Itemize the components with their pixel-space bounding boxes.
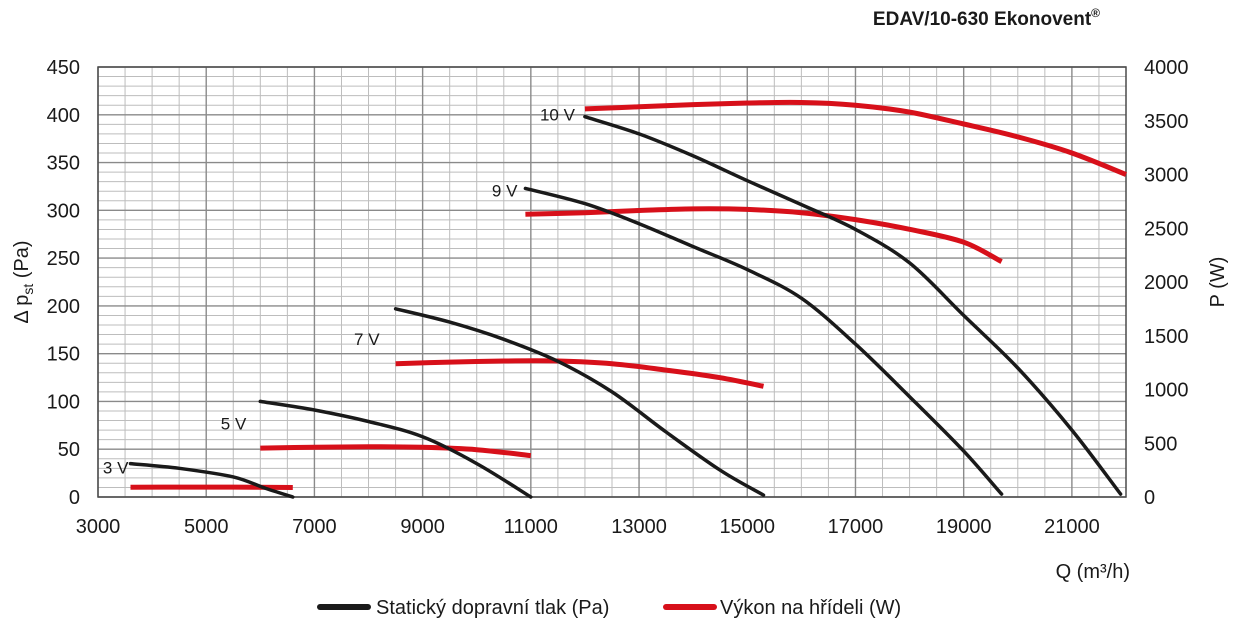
left-axis-label: Δ pst (Pa) — [11, 240, 36, 323]
right-tick-label: 0 — [1144, 487, 1155, 509]
x-tick-label: 9000 — [400, 516, 445, 538]
left-tick-label: 0 — [69, 487, 80, 509]
left-tick-label: 50 — [58, 439, 80, 461]
right-tick-label: 2500 — [1144, 218, 1189, 240]
left-tick-label: 100 — [47, 391, 80, 413]
power-curve-5v — [260, 444, 532, 459]
left-tick-label: 250 — [47, 248, 80, 270]
left-tick-label: 150 — [47, 344, 80, 366]
left-tick-label: 450 — [47, 57, 80, 79]
speed-label-7v: 7 V — [354, 330, 380, 349]
left-tick-label: 400 — [47, 105, 80, 127]
chart-title-text: EDAV/10-630 Ekonovent — [873, 9, 1092, 30]
x-axis-ticks: 3000 5000 7000 9000 11000 13000 15000 17000 1900… — [76, 516, 1100, 538]
x-tick-label: 13000 — [611, 516, 667, 538]
x-tick-label: 15000 — [719, 516, 775, 538]
chart-title-mark: ® — [1091, 6, 1100, 20]
x-axis-label: Q (m³/h) — [1056, 561, 1130, 583]
right-tick-label: 500 — [1144, 433, 1177, 455]
left-tick-label: 300 — [47, 200, 80, 222]
pressure-curve-10v — [583, 114, 1123, 496]
speed-label-9v: 9 V — [492, 181, 518, 200]
left-axis-ticks: 0 50 100 150 200 250 300 350 400 450 — [47, 57, 80, 509]
legend: Statický dopravní tlak (Pa) Výkon na hří… — [317, 597, 901, 619]
plot-border — [97, 66, 1127, 498]
left-axis-label-suffix: (Pa) — [11, 240, 33, 283]
x-tick-label: 3000 — [76, 516, 121, 538]
right-tick-label: 1500 — [1144, 326, 1189, 348]
right-tick-label: 2000 — [1144, 272, 1189, 294]
plot-frame — [97, 66, 1127, 498]
left-tick-label: 200 — [47, 296, 80, 318]
right-tick-label: 3500 — [1144, 111, 1189, 133]
legend-label-pressure: Statický dopravní tlak (Pa) — [376, 597, 609, 619]
x-tick-label: 11000 — [504, 516, 558, 538]
power-curves — [130, 99, 1127, 490]
speed-label-5v: 5 V — [221, 414, 247, 433]
pressure-curves — [128, 114, 1123, 499]
pressure-curve-7v — [393, 307, 766, 497]
left-axis-label-sub: st — [20, 284, 36, 295]
right-tick-label: 1000 — [1144, 380, 1189, 402]
x-tick-label: 17000 — [828, 516, 884, 538]
chart-title: EDAV/10-630 Ekonovent® — [873, 6, 1100, 30]
legend-label-power: Výkon na hřídeli (W) — [720, 597, 901, 619]
pressure-curve-9v — [523, 186, 1004, 496]
power-curve-9v — [525, 206, 1003, 264]
right-tick-label: 3000 — [1144, 165, 1189, 187]
speed-label-3v: 3 V — [103, 459, 129, 478]
left-tick-label: 350 — [47, 153, 80, 175]
power-curve-7v — [395, 358, 765, 389]
left-axis-label-prefix: Δ p — [11, 295, 33, 324]
power-curve-10v — [584, 99, 1127, 177]
x-tick-label: 19000 — [936, 516, 992, 538]
grid-minor — [98, 67, 1127, 497]
curve-labels: 3 V 5 V 7 V 9 V 10 V — [103, 106, 576, 478]
x-tick-label: 5000 — [184, 516, 229, 538]
right-axis-label: P (W) — [1207, 257, 1229, 308]
right-axis-ticks: 0 500 1000 1500 2000 2500 3000 3500 4000 — [1144, 57, 1189, 509]
x-tick-label: 7000 — [292, 516, 337, 538]
pressure-curve-5v — [258, 399, 533, 499]
pressure-curve-3v — [128, 461, 295, 499]
speed-label-10v: 10 V — [540, 106, 576, 125]
right-tick-label: 4000 — [1144, 57, 1189, 79]
x-tick-label: 21000 — [1044, 516, 1100, 538]
